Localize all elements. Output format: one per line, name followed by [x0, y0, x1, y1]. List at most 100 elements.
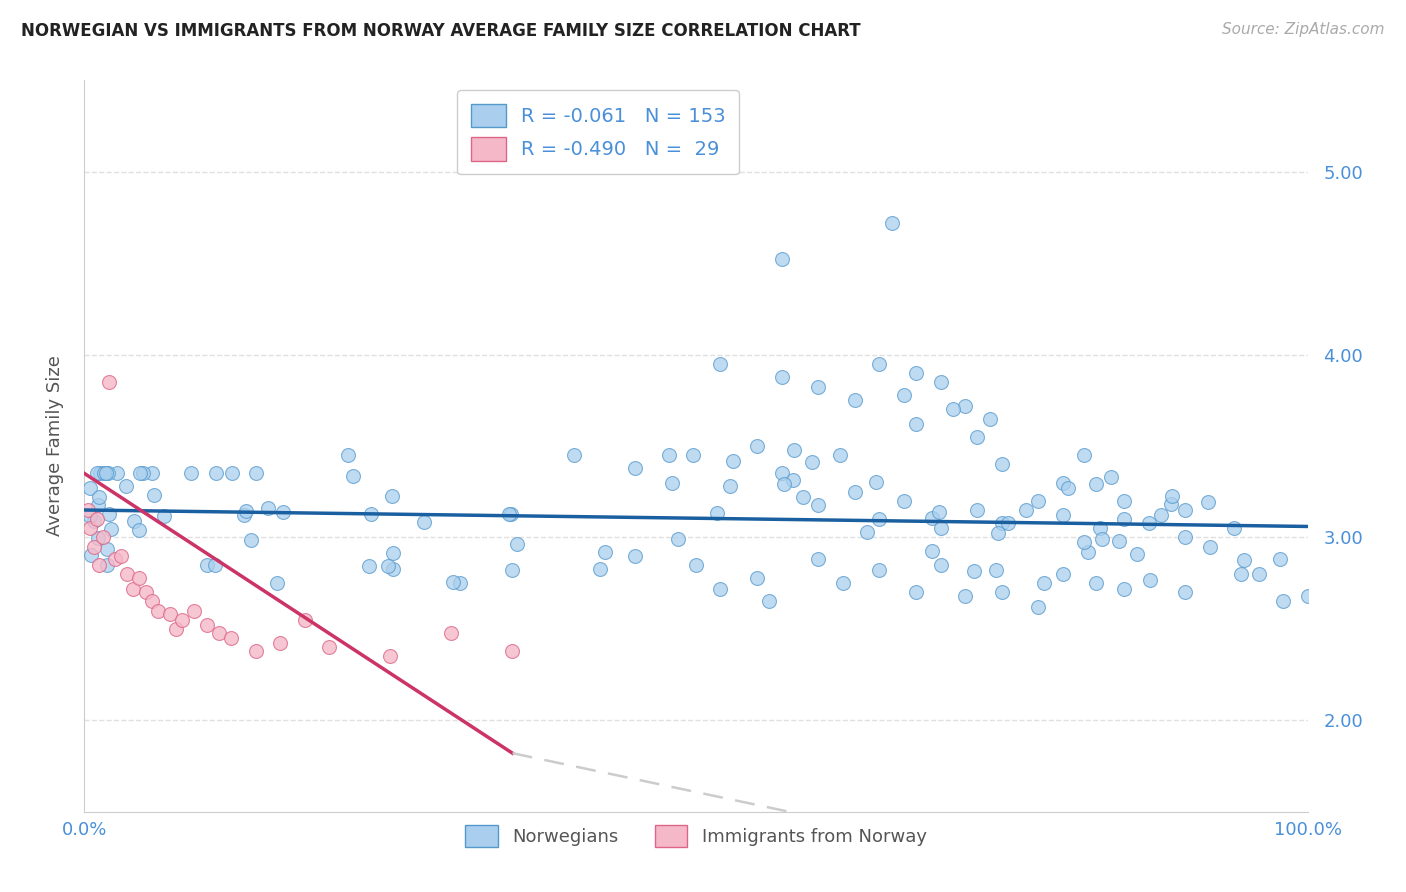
Point: [87, 491, 110, 505]
Point: [807, 380, 830, 394]
Point: [501, 507, 523, 521]
Point: [382, 546, 405, 560]
Point: [844, 484, 866, 499]
Point: [661, 475, 683, 490]
Point: [114, 479, 136, 493]
Point: [1160, 489, 1182, 503]
Point: [86, 512, 108, 526]
Point: [240, 533, 263, 547]
Point: [449, 576, 471, 591]
Point: [97, 375, 120, 389]
Point: [869, 563, 891, 577]
Point: [128, 571, 150, 585]
Point: [1174, 585, 1197, 599]
Point: [666, 532, 689, 546]
Point: [800, 455, 823, 469]
Text: NORWEGIAN VS IMMIGRANTS FROM NORWAY AVERAGE FAMILY SIZE CORRELATION CHART: NORWEGIAN VS IMMIGRANTS FROM NORWAY AVER…: [21, 22, 860, 40]
Point: [1032, 576, 1054, 591]
Point: [135, 585, 157, 599]
Point: [893, 388, 915, 402]
Point: [953, 399, 976, 413]
Point: [1232, 552, 1254, 566]
Point: [589, 562, 612, 576]
Point: [235, 504, 257, 518]
Point: [266, 576, 288, 591]
Point: [195, 618, 218, 632]
Point: [807, 552, 830, 566]
Point: [929, 558, 952, 572]
Point: [141, 467, 163, 481]
Point: [905, 417, 928, 431]
Point: [706, 506, 728, 520]
Point: [342, 469, 364, 483]
Point: [1223, 521, 1246, 535]
Point: [1088, 521, 1111, 535]
Point: [86, 467, 108, 481]
Point: [624, 549, 647, 563]
Point: [966, 503, 988, 517]
Point: [96, 542, 118, 557]
Point: [269, 636, 291, 650]
Point: [96, 467, 118, 481]
Point: [783, 442, 806, 457]
Point: [91, 530, 114, 544]
Point: [132, 467, 155, 481]
Point: [413, 516, 436, 530]
Point: [921, 544, 943, 558]
Point: [991, 457, 1014, 471]
Point: [1150, 508, 1173, 523]
Point: [502, 563, 524, 577]
Point: [869, 512, 891, 526]
Point: [929, 521, 952, 535]
Point: [128, 523, 150, 537]
Point: [1052, 475, 1074, 490]
Point: [195, 558, 218, 572]
Point: [986, 563, 1008, 577]
Point: [987, 526, 1010, 541]
Point: [1052, 567, 1074, 582]
Point: [357, 559, 380, 574]
Point: [831, 576, 853, 591]
Point: [747, 571, 769, 585]
Point: [1114, 494, 1136, 508]
Point: [869, 357, 891, 371]
Point: [893, 494, 915, 508]
Point: [122, 582, 145, 596]
Legend: Norwegians, Immigrants from Norway: Norwegians, Immigrants from Norway: [458, 817, 934, 854]
Point: [232, 508, 254, 523]
Point: [336, 448, 359, 462]
Point: [381, 562, 404, 576]
Point: [87, 558, 110, 572]
Point: [141, 594, 163, 608]
Point: [991, 585, 1014, 599]
Point: [172, 613, 194, 627]
Point: [1077, 545, 1099, 559]
Point: [807, 498, 830, 512]
Point: [966, 430, 988, 444]
Point: [89, 467, 111, 481]
Point: [180, 467, 202, 481]
Point: [502, 644, 524, 658]
Point: [1272, 594, 1295, 608]
Point: [245, 644, 267, 658]
Point: [624, 461, 647, 475]
Point: [83, 514, 105, 528]
Point: [1137, 516, 1160, 530]
Point: [79, 521, 101, 535]
Point: [1174, 530, 1197, 544]
Point: [1028, 599, 1050, 614]
Point: [844, 393, 866, 408]
Point: [271, 505, 294, 519]
Point: [905, 366, 928, 380]
Point: [1229, 567, 1251, 582]
Point: [1073, 448, 1095, 462]
Point: [83, 540, 105, 554]
Point: [208, 625, 231, 640]
Point: [360, 508, 382, 522]
Point: [1296, 589, 1319, 603]
Point: [1160, 497, 1182, 511]
Point: [963, 565, 986, 579]
Point: [115, 567, 138, 582]
Point: [685, 558, 707, 572]
Point: [747, 439, 769, 453]
